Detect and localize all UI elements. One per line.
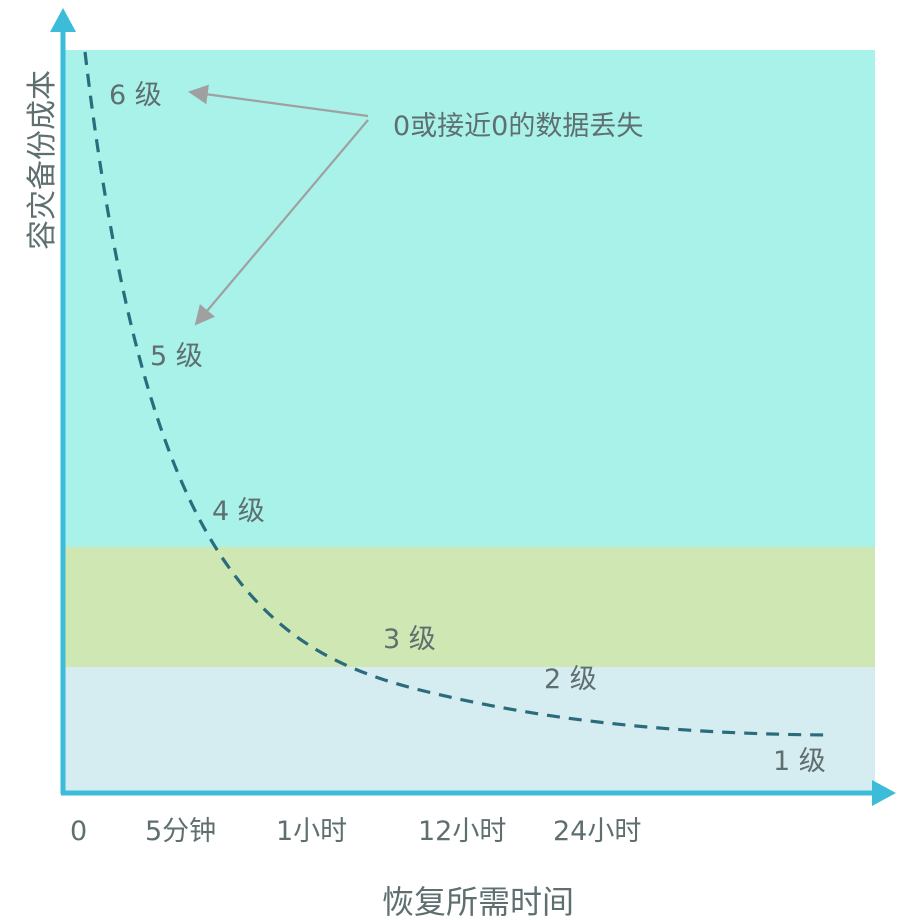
y-axis-arrowhead bbox=[50, 8, 76, 32]
level-label-5: 5 级 bbox=[150, 341, 203, 372]
y-axis-title: 容灾备份成本 bbox=[25, 70, 60, 250]
x-axis-arrowhead bbox=[872, 780, 896, 806]
x-tick-24h: 24小时 bbox=[553, 816, 641, 847]
x-tick-0: 0 bbox=[70, 816, 87, 847]
annotation-label: 0或接近0的数据丢失 bbox=[393, 111, 643, 142]
level-label-3: 3 级 bbox=[383, 624, 436, 655]
cost-curve bbox=[83, 51, 829, 737]
x-tick-5min: 5分钟 bbox=[145, 816, 216, 847]
band-low-cost bbox=[64, 667, 875, 792]
level-label-2: 2 级 bbox=[544, 664, 597, 695]
annotation-arrow-level6 bbox=[188, 84, 369, 118]
band-high-cost bbox=[64, 50, 875, 547]
level-label-6: 6 级 bbox=[109, 80, 162, 111]
x-tick-1h: 1小时 bbox=[276, 816, 347, 847]
level-label-4: 4 级 bbox=[212, 496, 265, 527]
level-label-1: 1 级 bbox=[773, 746, 826, 777]
x-axis-title: 恢复所需时间 bbox=[382, 883, 574, 920]
annotation-arrow-level5 bbox=[194, 119, 369, 326]
x-tick-12h: 12小时 bbox=[418, 816, 506, 847]
band-mid-cost bbox=[64, 547, 875, 667]
